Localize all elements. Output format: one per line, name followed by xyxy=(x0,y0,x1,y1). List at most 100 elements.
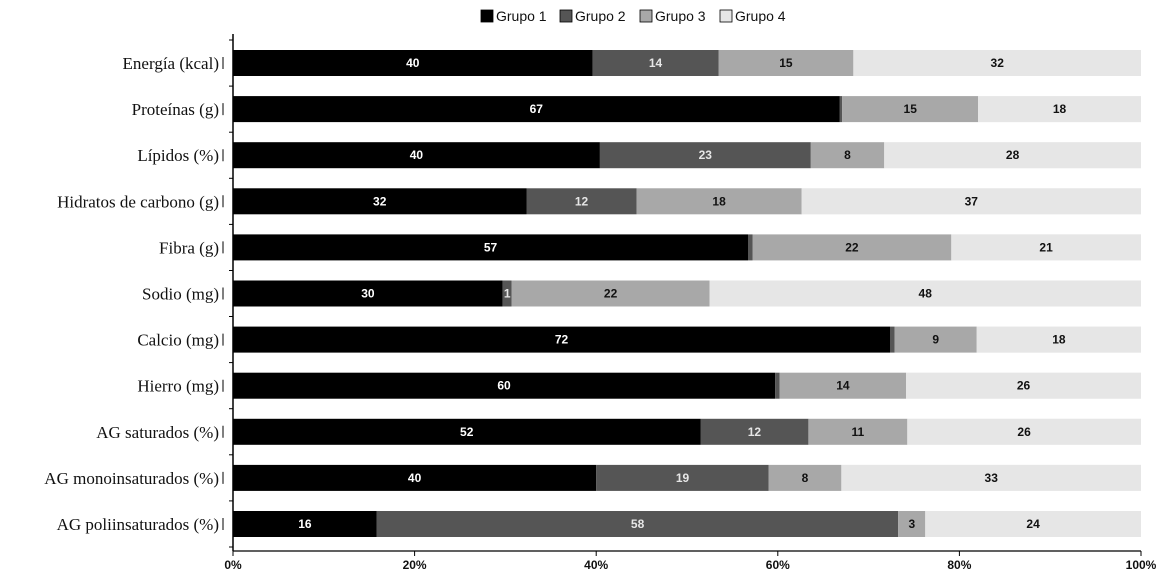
bar-segment xyxy=(779,372,907,399)
data-label: 37 xyxy=(965,194,979,208)
category-label: Calcio (mg) xyxy=(137,331,219,350)
category-label: Proteínas (g) xyxy=(132,100,219,119)
data-label: 15 xyxy=(779,56,793,70)
data-label: 40 xyxy=(410,148,424,162)
data-label: 18 xyxy=(1052,333,1066,347)
data-label: 48 xyxy=(919,287,933,301)
bar-segment xyxy=(233,326,890,353)
legend-swatch xyxy=(639,9,653,23)
bar-segment xyxy=(907,418,1141,445)
data-label: 67 xyxy=(530,102,544,116)
bar-segment xyxy=(502,280,512,307)
legend-label: Grupo 4 xyxy=(735,8,786,24)
data-label: 12 xyxy=(748,425,762,439)
bar-segment xyxy=(376,511,899,537)
x-tick-label: 20% xyxy=(403,558,427,572)
bar-segment xyxy=(853,50,1141,76)
data-label: 14 xyxy=(836,379,850,393)
bar-segment xyxy=(978,96,1141,123)
x-tick-label: 40% xyxy=(584,558,608,572)
bar-segment xyxy=(718,50,854,76)
bar-segment xyxy=(709,280,1141,307)
legend-label: Grupo 2 xyxy=(575,8,626,24)
data-label: 22 xyxy=(845,240,859,254)
legend-swatch xyxy=(719,9,733,23)
data-label: 12 xyxy=(575,194,589,208)
data-label: 18 xyxy=(1053,102,1067,116)
data-label: 28 xyxy=(1006,148,1020,162)
bar-segment xyxy=(233,96,840,123)
data-label: 40 xyxy=(406,56,420,70)
data-label: 11 xyxy=(851,425,864,439)
data-label: 19 xyxy=(676,471,690,485)
data-label: 40 xyxy=(408,471,422,485)
data-label: 26 xyxy=(1017,425,1031,439)
bar-segment xyxy=(233,511,377,537)
data-label: 26 xyxy=(1017,379,1031,393)
bar-segment xyxy=(775,372,780,399)
bar-segment xyxy=(233,142,600,169)
bar-segment xyxy=(526,188,637,215)
bar-segment xyxy=(233,464,597,491)
bar-segment xyxy=(808,418,908,445)
data-label: 18 xyxy=(712,194,726,208)
category-label: Hidratos de carbono (g) xyxy=(57,192,219,211)
category-label: Fibra (g) xyxy=(159,238,219,257)
bar-segment xyxy=(842,96,979,123)
data-label: 14 xyxy=(649,56,663,70)
bar-segment xyxy=(801,188,1141,215)
data-label: 57 xyxy=(484,240,498,254)
bar-segment xyxy=(890,326,895,353)
category-label: Sodio (mg) xyxy=(142,285,219,304)
bar-segment xyxy=(233,418,701,445)
category-label: Hierro (mg) xyxy=(137,377,219,396)
bar-segment xyxy=(599,142,811,169)
data-label: 8 xyxy=(802,471,809,485)
x-tick-label: 0% xyxy=(224,558,242,572)
data-label: 16 xyxy=(298,517,312,531)
bar-segment xyxy=(839,96,843,123)
bar-segment xyxy=(768,464,842,491)
bar-segment xyxy=(700,418,809,445)
legend-swatch xyxy=(559,9,573,23)
data-label: 30 xyxy=(361,287,375,301)
bar-segment xyxy=(511,280,710,307)
bar-segment xyxy=(951,234,1141,261)
data-label: 72 xyxy=(555,333,569,347)
bar-segment xyxy=(841,464,1141,491)
category-label: Lípidos (%) xyxy=(137,146,219,165)
bar-segment xyxy=(884,142,1141,169)
data-label: 32 xyxy=(373,194,387,208)
bar-segment xyxy=(233,280,503,307)
x-tick-label: 80% xyxy=(947,558,971,572)
x-tick-label: 60% xyxy=(766,558,790,572)
data-label: 22 xyxy=(604,287,618,301)
bar-segment xyxy=(233,372,776,399)
category-label: AG poliinsaturados (%) xyxy=(57,515,219,534)
bar-segment xyxy=(898,511,926,537)
bar-segment xyxy=(636,188,802,215)
legend-label: Grupo 1 xyxy=(496,8,547,24)
category-label: AG monoinsaturados (%) xyxy=(44,469,219,488)
bar-segment xyxy=(233,50,593,76)
bar-segment xyxy=(925,511,1141,537)
data-label: 52 xyxy=(460,425,474,439)
data-label: 58 xyxy=(631,517,645,531)
data-label: 23 xyxy=(699,148,713,162)
bar-segment xyxy=(592,50,719,76)
bar-segment xyxy=(976,326,1141,353)
legend-label: Grupo 3 xyxy=(655,8,706,24)
bar-segment xyxy=(810,142,885,169)
data-label: 33 xyxy=(985,471,999,485)
legend-swatch xyxy=(480,9,494,23)
data-label: 3 xyxy=(908,517,915,531)
bar-segment xyxy=(233,188,527,215)
category-label: Energía (kcal) xyxy=(123,54,219,73)
data-label: 9 xyxy=(932,333,939,347)
data-label: 60 xyxy=(497,379,511,393)
data-label: 15 xyxy=(904,102,918,116)
bar-segment xyxy=(596,464,769,491)
data-label: 1 xyxy=(504,287,511,301)
bar-segment xyxy=(906,372,1141,399)
